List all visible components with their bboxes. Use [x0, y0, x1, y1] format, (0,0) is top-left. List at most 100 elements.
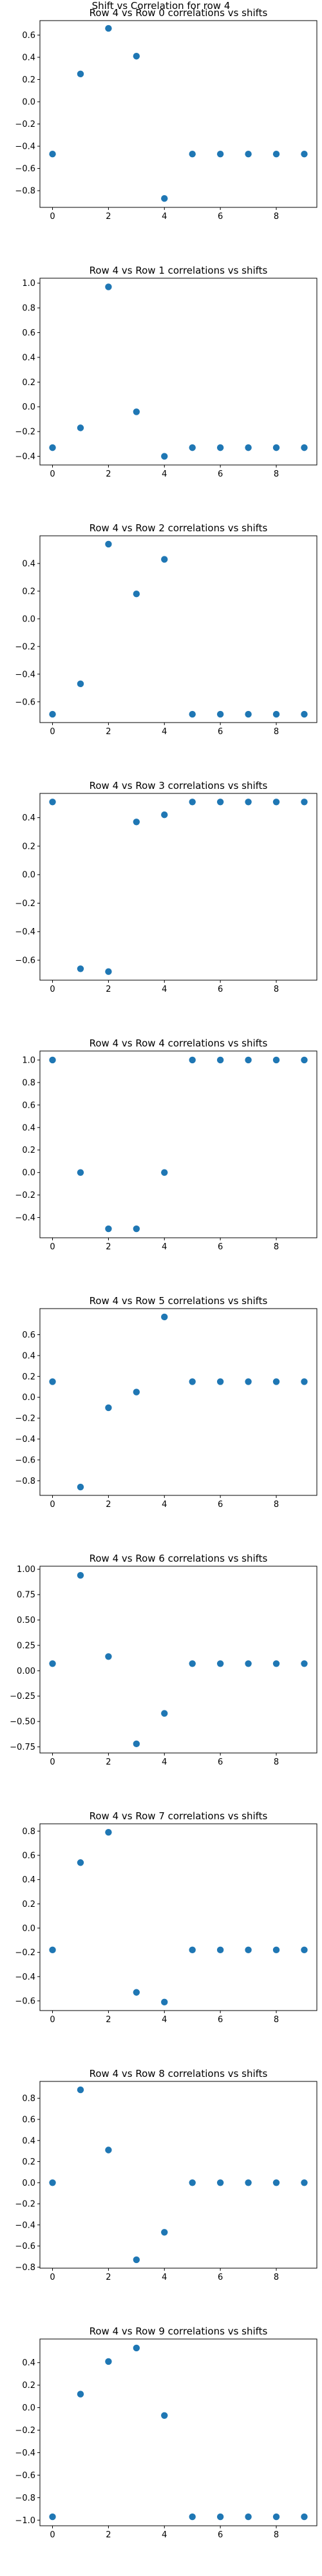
- data-point: [216, 2179, 224, 2186]
- x-tick-label: 6: [218, 212, 223, 222]
- x-tick-label: 4: [162, 1500, 167, 1510]
- data-point: [216, 1660, 224, 1667]
- y-tick-label: 0.4: [22, 2136, 35, 2146]
- y-tick-label: 0.4: [22, 353, 35, 363]
- data-point: [49, 1946, 56, 1954]
- x-tick-label: 6: [218, 2015, 223, 2025]
- y-tick-label: −0.2: [15, 1191, 35, 1200]
- y-tick-label: −0.6: [15, 2242, 35, 2251]
- data-point: [301, 2513, 308, 2521]
- y-tick-label: 0.0: [22, 2403, 35, 2413]
- y-tick-label: 0.0: [22, 402, 35, 412]
- y-tick-label: −0.2: [15, 1414, 35, 1424]
- axes-frame: [39, 535, 317, 723]
- y-tick-label: 0.6: [22, 31, 35, 41]
- x-tick-label: 2: [106, 1500, 111, 1510]
- y-tick-label: −0.2: [15, 2426, 35, 2436]
- y-tick-label: −0.50: [10, 1718, 35, 1727]
- y-tick-label: 0.25: [17, 1641, 35, 1651]
- data-point: [49, 710, 56, 718]
- y-tick-label: 0.6: [22, 1851, 35, 1861]
- data-point: [161, 1313, 168, 1321]
- data-point: [133, 1388, 140, 1396]
- data-point: [301, 1946, 308, 1954]
- y-tick-label: 0.2: [22, 378, 35, 388]
- data-point: [301, 444, 308, 451]
- data-point: [301, 799, 308, 806]
- data-point: [272, 2179, 280, 2186]
- y-tick-label: −0.8: [15, 187, 35, 196]
- y-tick-label: −1.0: [15, 2516, 35, 2526]
- x-tick-label: 2: [106, 212, 111, 222]
- data-point: [133, 2256, 140, 2264]
- y-tick-label: −0.4: [15, 452, 35, 462]
- data-point: [189, 2513, 196, 2521]
- data-point: [245, 1660, 252, 1667]
- y-tick-label: 0.2: [22, 2381, 35, 2391]
- x-tick-label: 0: [50, 1500, 55, 1510]
- x-tick-label: 8: [274, 727, 279, 737]
- x-tick-label: 0: [50, 1242, 55, 1252]
- y-tick-label: 0.8: [22, 1827, 35, 1837]
- data-point: [245, 150, 252, 158]
- y-tick-label: 0.4: [22, 1123, 35, 1133]
- y-tick-label: −0.6: [15, 2471, 35, 2481]
- data-point: [216, 710, 224, 718]
- x-tick-label: 6: [218, 469, 223, 479]
- y-tick-label: 0.0: [22, 1393, 35, 1403]
- axes-frame: [39, 2338, 317, 2526]
- data-point: [245, 444, 252, 451]
- y-tick-label: −0.8: [15, 2494, 35, 2503]
- axes-frame: [39, 1823, 317, 2011]
- data-point: [133, 53, 140, 60]
- data-point: [161, 194, 168, 202]
- data-point: [133, 1225, 140, 1233]
- data-point: [77, 1169, 84, 1176]
- x-tick-label: 0: [50, 2015, 55, 2025]
- data-point: [272, 150, 280, 158]
- data-point: [189, 444, 196, 451]
- y-tick-label: 0.0: [22, 614, 35, 624]
- data-point: [216, 1946, 224, 1954]
- data-point: [77, 680, 84, 688]
- y-tick-label: −0.4: [15, 2448, 35, 2458]
- y-tick-label: 0.8: [22, 1078, 35, 1088]
- data-point: [301, 1660, 308, 1667]
- data-point: [245, 1378, 252, 1385]
- x-tick-label: 2: [106, 2273, 111, 2282]
- x-tick-label: 2: [106, 469, 111, 479]
- x-tick-label: 6: [218, 727, 223, 737]
- data-point: [189, 1378, 196, 1385]
- data-point: [272, 1378, 280, 1385]
- x-tick-label: 6: [218, 2273, 223, 2282]
- y-tick-label: −0.8: [15, 1477, 35, 1486]
- data-point: [301, 1378, 308, 1385]
- data-point: [105, 24, 112, 32]
- y-tick-label: 0.0: [22, 1924, 35, 1933]
- x-tick-label: 8: [274, 469, 279, 479]
- data-point: [245, 2513, 252, 2521]
- y-tick-label: 0.6: [22, 1331, 35, 1340]
- x-tick-label: 4: [162, 212, 167, 222]
- y-tick-label: 0.2: [22, 1146, 35, 1155]
- data-point: [216, 2513, 224, 2521]
- chart-title: Row 4 vs Row 2 correlations vs shifts: [90, 522, 268, 534]
- axes-frame: [39, 2081, 317, 2269]
- data-point: [49, 444, 56, 451]
- y-tick-label: 0.2: [22, 1372, 35, 1382]
- axes-frame: [39, 1308, 317, 1496]
- data-point: [272, 1660, 280, 1667]
- data-point: [49, 2513, 56, 2521]
- data-point: [216, 799, 224, 806]
- y-tick-label: −0.6: [15, 1996, 35, 2006]
- y-tick-label: 0.50: [17, 1616, 35, 1625]
- data-point: [189, 150, 196, 158]
- x-tick-label: 4: [162, 985, 167, 994]
- data-point: [77, 2391, 84, 2398]
- data-point: [133, 819, 140, 826]
- y-tick-label: 0.6: [22, 2115, 35, 2125]
- y-tick-label: 1.0: [22, 1056, 35, 1065]
- data-point: [161, 556, 168, 563]
- y-tick-label: 0.0: [22, 98, 35, 108]
- data-point: [272, 444, 280, 451]
